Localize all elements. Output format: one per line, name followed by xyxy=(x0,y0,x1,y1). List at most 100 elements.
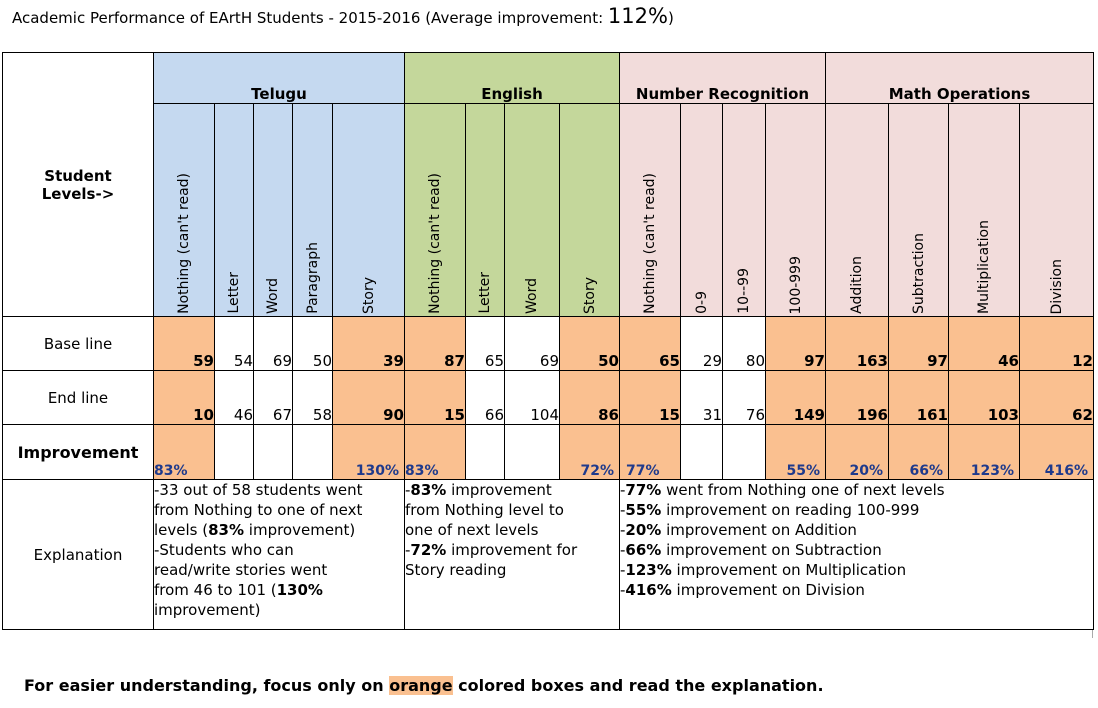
level-telugu-nothing: Nothing (can't read) xyxy=(153,103,215,317)
improvement-telugu-nothing: 83% xyxy=(153,424,215,480)
improvement-empty xyxy=(680,424,723,480)
performance-table: Student Levels-> Telugu English Number Re… xyxy=(2,52,1094,630)
explanation-percent: 72% xyxy=(410,541,447,559)
student-levels-header: Student Levels-> xyxy=(2,52,154,317)
group-math-operations: Math Operations xyxy=(825,52,1094,104)
improvement-number-100-999: 55% xyxy=(765,424,826,480)
endline-cell: 103 xyxy=(948,370,1020,425)
endline-cell: 196 xyxy=(825,370,889,425)
level-number-nothing: Nothing (can't read) xyxy=(619,103,681,317)
explanation-telugu: -33 out of 58 students went from Nothing … xyxy=(153,479,405,630)
endline-cell: 67 xyxy=(253,370,293,425)
explanation-line: -Students who can xyxy=(154,540,404,560)
explanation-text: from Nothing to one of next xyxy=(154,501,363,519)
explanation-text: improvement for xyxy=(446,541,578,559)
explanation-text: - xyxy=(620,581,626,599)
explanation-text: -33 out of 58 students went xyxy=(154,481,363,499)
improvement-number-nothing: 77% xyxy=(619,424,681,480)
explanation-text: read/write stories went xyxy=(154,561,328,579)
baseline-cell: 97 xyxy=(765,316,826,371)
explanation-text: - xyxy=(620,521,626,539)
level-math-division: Division xyxy=(1019,103,1094,317)
level-english-nothing: Nothing (can't read) xyxy=(404,103,466,317)
orange-highlight: orange xyxy=(389,676,453,695)
explanation-line: one of next levels xyxy=(405,520,619,540)
explanation-percent: 123% xyxy=(625,561,672,579)
explanation-text: levels ( xyxy=(154,521,209,539)
level-telugu-word: Word xyxy=(253,103,293,317)
explanation-percent: 83% xyxy=(410,481,447,499)
row-label-improvement: Improvement xyxy=(2,424,154,480)
explanation-percent: 130% xyxy=(276,581,323,599)
group-number-recognition: Number Recognition xyxy=(619,52,826,104)
level-english-letter: Letter xyxy=(465,103,505,317)
explanation-percent: 416% xyxy=(625,581,672,599)
explanation-text: improvement on Multiplication xyxy=(671,561,907,579)
level-math-addition: Addition xyxy=(825,103,889,317)
explanation-line: improvement) xyxy=(155,600,404,620)
level-number-0-9: 0-9 xyxy=(680,103,723,317)
improvement-math-division: 416% xyxy=(1019,424,1094,480)
endline-cell: 90 xyxy=(332,370,405,425)
explanation-text: went from Nothing one of next levels xyxy=(661,481,945,499)
improvement-empty xyxy=(253,424,293,480)
baseline-cell: 65 xyxy=(465,316,505,371)
improvement-empty xyxy=(504,424,560,480)
explanation-line: -66% improvement on Subtraction xyxy=(620,540,1093,560)
explanation-text: improvement xyxy=(446,481,552,499)
baseline-cell: 80 xyxy=(722,316,766,371)
explanation-line: Story reading xyxy=(405,560,619,580)
improvement-empty xyxy=(722,424,766,480)
baseline-cell: 50 xyxy=(559,316,620,371)
explanation-text: Story reading xyxy=(405,561,507,579)
improvement-english-nothing: 83% xyxy=(404,424,466,480)
explanation-text: improvement on reading 100-999 xyxy=(661,501,920,519)
explanation-percent: 83% xyxy=(208,521,245,539)
explanation-line: -83% improvement xyxy=(406,481,619,501)
baseline-cell: 65 xyxy=(619,316,681,371)
explanation-line: -55% improvement on reading 100-999 xyxy=(621,500,1093,520)
average-improvement-value: 112% xyxy=(607,4,668,28)
explanation-text: from 46 to 101 ( xyxy=(154,581,277,599)
explanation-line: -123% improvement on Multiplication xyxy=(620,560,1093,580)
explanation-text: improvement on Subtraction xyxy=(661,541,882,559)
row-label-baseline: Base line xyxy=(2,316,154,371)
explanation-text: - xyxy=(405,541,411,559)
endline-cell: 15 xyxy=(404,370,466,425)
endline-cell: 104 xyxy=(504,370,560,425)
explanation-text: -Students who can xyxy=(154,541,294,559)
explanation-percent: 77% xyxy=(625,481,662,499)
page-title: Academic Performance of EArtH Students -… xyxy=(12,4,674,28)
improvement-empty xyxy=(292,424,333,480)
explanation-text: - xyxy=(620,561,626,579)
endline-cell: 31 xyxy=(680,370,723,425)
baseline-cell: 12 xyxy=(1019,316,1094,371)
explanation-line: -33 out of 58 students went xyxy=(154,481,404,501)
improvement-math-subtraction: 66% xyxy=(888,424,949,480)
explanation-line: from Nothing level to xyxy=(405,500,619,520)
explanation-english: -83% improvement from Nothing level to one… xyxy=(404,479,620,630)
improvement-empty xyxy=(465,424,505,480)
baseline-cell: 50 xyxy=(292,316,333,371)
baseline-cell: 59 xyxy=(153,316,215,371)
improvement-telugu-story: 130% xyxy=(332,424,405,480)
baseline-cell: 29 xyxy=(680,316,723,371)
baseline-cell: 69 xyxy=(504,316,560,371)
explanation-text: one of next levels xyxy=(405,521,539,539)
baseline-cell: 97 xyxy=(888,316,949,371)
explanation-text: - xyxy=(620,541,626,559)
explanation-line: levels (83% improvement) xyxy=(154,520,404,540)
baseline-cell: 163 xyxy=(825,316,889,371)
endline-cell: 161 xyxy=(888,370,949,425)
explanation-text: improvement on Division xyxy=(671,581,865,599)
level-math-multiplication: Multiplication xyxy=(948,103,1020,317)
level-number-10-99: 10--99 xyxy=(722,103,766,317)
title-text: Academic Performance of EArtH Students -… xyxy=(12,9,608,27)
explanation-text: from Nothing level to xyxy=(405,501,564,519)
explanation-text: - xyxy=(620,481,626,499)
explanation-line: from Nothing to one of next xyxy=(154,500,404,520)
baseline-cell: 46 xyxy=(948,316,1020,371)
baseline-cell: 69 xyxy=(253,316,293,371)
endline-cell: 86 xyxy=(559,370,620,425)
improvement-math-multiplication: 123% xyxy=(948,424,1020,480)
